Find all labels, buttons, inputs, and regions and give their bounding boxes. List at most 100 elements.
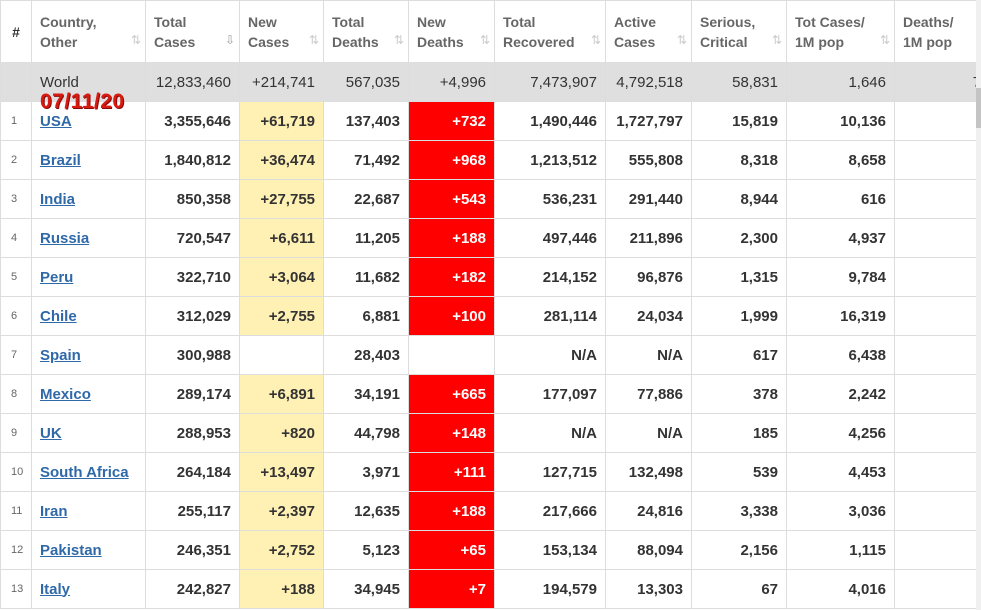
table-row: 3 India 850,358 +27,755 22,687 +543 536,231 291…	[0, 179, 981, 219]
serious-critical-cell: 8,318	[691, 140, 787, 180]
column-header-serious-critical[interactable]: Serious, Critical ⇅	[691, 0, 787, 63]
new-deaths-cell	[408, 335, 495, 375]
deaths-per-1m-cell: 265	[894, 374, 981, 414]
new-cases-cell: +2,752	[239, 530, 324, 570]
serious-critical-cell: 8,944	[691, 179, 787, 219]
column-header-total-recovered[interactable]: Total Recovered ⇅	[494, 0, 606, 63]
country-link[interactable]: Iran	[40, 502, 68, 520]
table-header: # Country, Other ⇅ Total Cases ⇩ New Cases ⇅ To…	[0, 0, 981, 63]
active-cases-cell: 24,816	[605, 491, 692, 531]
sort-descending-icon[interactable]: ⇩	[224, 33, 235, 47]
row-rank: 3	[0, 179, 32, 219]
active-cases-cell: 77,886	[605, 374, 692, 414]
cases-per-1m-cell: 3,036	[786, 491, 895, 531]
country-link[interactable]: Brazil	[40, 151, 81, 169]
deaths-per-1m-cell: 336	[894, 140, 981, 180]
column-header-label: Tot Cases/ 1M pop	[795, 13, 865, 50]
column-header-new-cases[interactable]: New Cases ⇅	[239, 0, 324, 63]
cases-per-1m-cell: 4,016	[786, 569, 895, 609]
country-link[interactable]: USA	[40, 112, 72, 130]
row-rank: 9	[0, 413, 32, 453]
new-cases-cell: +188	[239, 569, 324, 609]
column-header-label: Total Deaths	[332, 13, 379, 50]
country-link[interactable]: Italy	[40, 580, 71, 598]
new-cases-cell: +820	[239, 413, 324, 453]
total-recovered-cell: 497,446	[494, 218, 606, 258]
header-row: # Country, Other ⇅ Total Cases ⇩ New Cases ⇅ To…	[0, 0, 981, 63]
world-total-cases: 12,833,460	[145, 62, 240, 102]
country-link[interactable]: Peru	[40, 268, 74, 286]
total-deaths-cell: 22,687	[323, 179, 409, 219]
column-header-new-deaths[interactable]: New Deaths ⇅	[408, 0, 495, 63]
deaths-per-1m-cell: 77	[894, 218, 981, 258]
country-link[interactable]: UK	[40, 424, 62, 442]
sort-icon[interactable]: ⇅	[879, 33, 890, 47]
column-header-country[interactable]: Country, Other ⇅	[31, 0, 146, 63]
country-link[interactable]: Pakistan	[40, 541, 102, 559]
world-active-cases: 4,792,518	[605, 62, 692, 102]
total-recovered-cell: 1,490,446	[494, 101, 606, 141]
total-deaths-cell: 11,682	[323, 257, 409, 297]
active-cases-cell: 88,094	[605, 530, 692, 570]
country-link[interactable]: South Africa	[40, 463, 129, 481]
country-link[interactable]: Spain	[40, 346, 81, 364]
total-recovered-cell: 127,715	[494, 452, 606, 492]
cases-per-1m-cell: 10,136	[786, 101, 895, 141]
serious-critical-cell: 617	[691, 335, 787, 375]
new-cases-cell: +27,755	[239, 179, 324, 219]
column-header-label: Total Recovered	[503, 13, 575, 50]
total-deaths-cell: 12,635	[323, 491, 409, 531]
country-cell: Spain	[31, 335, 146, 375]
column-header-deaths-per-1m[interactable]: Deaths/ 1M pop⇅	[894, 0, 981, 63]
cases-per-1m-cell: 16,319	[786, 296, 895, 336]
country-cell: Peru	[31, 257, 146, 297]
row-rank: 5	[0, 257, 32, 297]
world-total-deaths: 567,035	[323, 62, 409, 102]
world-label: World	[40, 73, 79, 91]
country-link[interactable]: Chile	[40, 307, 77, 325]
vertical-scrollbar[interactable]	[976, 0, 981, 610]
column-header-label: #	[12, 23, 20, 40]
deaths-per-1m-cell: 23	[894, 530, 981, 570]
column-header-active-cases[interactable]: Active Cases ⇅	[605, 0, 692, 63]
sort-icon[interactable]: ⇅	[590, 33, 601, 47]
row-rank: 8	[0, 374, 32, 414]
country-link[interactable]: Russia	[40, 229, 90, 247]
new-cases-cell: +6,891	[239, 374, 324, 414]
table-row: 12 Pakistan 246,351 +2,752 5,123 +65 153,134 88…	[0, 530, 981, 570]
column-header-total-deaths[interactable]: Total Deaths ⇅	[323, 0, 409, 63]
table-row: 5 Peru 322,710 +3,064 11,682 +182 214,152 96,87…	[0, 257, 981, 297]
total-deaths-cell: 28,403	[323, 335, 409, 375]
total-cases-cell: 1,840,812	[145, 140, 240, 180]
total-recovered-cell: N/A	[494, 413, 606, 453]
sort-icon[interactable]: ⇅	[676, 33, 687, 47]
column-header-cases-per-1m[interactable]: Tot Cases/ 1M pop ⇅	[786, 0, 895, 63]
table-row: 8 Mexico 289,174 +6,891 34,191 +665 177,097 77,…	[0, 374, 981, 414]
serious-critical-cell: 2,156	[691, 530, 787, 570]
new-deaths-cell: +188	[408, 491, 495, 531]
deaths-per-1m-cell: 415	[894, 101, 981, 141]
sort-icon[interactable]: ⇅	[393, 33, 404, 47]
sort-icon[interactable]: ⇅	[479, 33, 490, 47]
column-header-total-cases[interactable]: Total Cases ⇩	[145, 0, 240, 63]
table-row: 2 Brazil 1,840,812 +36,474 71,492 +968 1,213,5…	[0, 140, 981, 180]
cases-per-1m-cell: 2,242	[786, 374, 895, 414]
sort-icon[interactable]: ⇅	[130, 33, 141, 47]
total-cases-cell: 255,117	[145, 491, 240, 531]
total-cases-cell: 850,358	[145, 179, 240, 219]
scrollbar-thumb[interactable]	[976, 88, 981, 128]
active-cases-cell: 555,808	[605, 140, 692, 180]
total-cases-cell: 720,547	[145, 218, 240, 258]
country-cell: USA	[31, 101, 146, 141]
total-recovered-cell: 281,114	[494, 296, 606, 336]
country-link[interactable]: India	[40, 190, 76, 208]
sort-icon[interactable]: ⇅	[308, 33, 319, 47]
country-cell: Brazil	[31, 140, 146, 180]
total-cases-cell: 3,355,646	[145, 101, 240, 141]
active-cases-cell: 132,498	[605, 452, 692, 492]
country-link[interactable]: Mexico	[40, 385, 91, 403]
sort-icon[interactable]: ⇅	[771, 33, 782, 47]
